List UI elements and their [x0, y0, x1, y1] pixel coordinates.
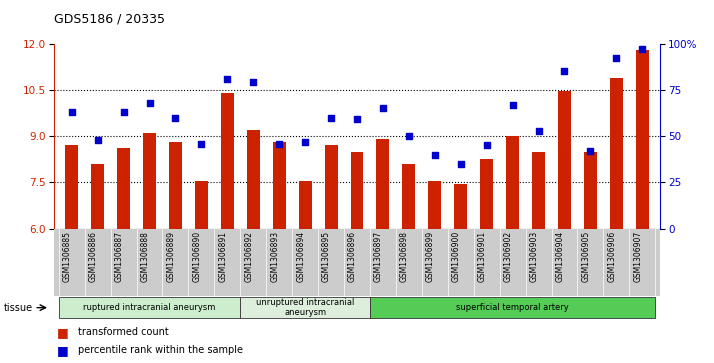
Point [455, 161, 466, 167]
FancyBboxPatch shape [59, 297, 241, 318]
Point [66, 109, 77, 115]
Bar [117, 148, 130, 229]
Point [351, 117, 363, 122]
Bar [376, 139, 389, 229]
FancyBboxPatch shape [241, 297, 370, 318]
Text: unruptured intracranial
aneurysm: unruptured intracranial aneurysm [256, 298, 354, 317]
Text: GSM1306907: GSM1306907 [633, 231, 643, 282]
Text: percentile rank within the sample: percentile rank within the sample [78, 345, 243, 355]
Text: GSM1306902: GSM1306902 [503, 231, 513, 282]
Text: GSM1306897: GSM1306897 [374, 231, 383, 282]
Text: GDS5186 / 20335: GDS5186 / 20335 [54, 12, 164, 25]
Bar [143, 133, 156, 229]
Bar [558, 91, 571, 229]
Text: GSM1306903: GSM1306903 [530, 231, 538, 282]
Text: GSM1306885: GSM1306885 [63, 231, 71, 282]
Point [481, 143, 493, 148]
Point [585, 148, 596, 154]
Text: GSM1306905: GSM1306905 [581, 231, 590, 282]
Point [118, 109, 129, 115]
Point [196, 140, 207, 146]
Point [610, 56, 622, 61]
Text: superficial temporal artery: superficial temporal artery [456, 303, 569, 312]
Point [507, 102, 518, 107]
Text: ruptured intracranial aneurysm: ruptured intracranial aneurysm [84, 303, 216, 312]
Bar [403, 164, 416, 229]
Bar [169, 142, 182, 229]
Bar [481, 159, 493, 229]
Bar [428, 181, 441, 229]
Point [92, 137, 104, 143]
Text: GSM1306894: GSM1306894 [296, 231, 305, 282]
Point [144, 100, 155, 106]
Text: GSM1306898: GSM1306898 [400, 231, 409, 282]
Text: GSM1306896: GSM1306896 [348, 231, 357, 282]
Text: ■: ■ [56, 326, 69, 339]
Point [273, 140, 285, 146]
Text: GSM1306904: GSM1306904 [555, 231, 565, 282]
Text: GSM1306892: GSM1306892 [244, 231, 253, 282]
Text: ■: ■ [56, 344, 69, 357]
Text: GSM1306906: GSM1306906 [608, 231, 616, 282]
Text: GSM1306886: GSM1306886 [89, 231, 98, 282]
Bar [247, 130, 260, 229]
Bar [65, 146, 79, 229]
Bar [298, 181, 311, 229]
Bar [195, 181, 208, 229]
Bar [351, 152, 363, 229]
Text: GSM1306900: GSM1306900 [452, 231, 461, 282]
Point [326, 115, 337, 121]
Bar [454, 184, 467, 229]
Text: GSM1306895: GSM1306895 [322, 231, 331, 282]
Text: GSM1306888: GSM1306888 [141, 231, 149, 282]
Point [559, 69, 570, 74]
Bar [532, 152, 545, 229]
Bar [506, 136, 519, 229]
Text: GSM1306901: GSM1306901 [478, 231, 487, 282]
Point [403, 133, 415, 139]
Point [429, 152, 441, 158]
Text: GSM1306893: GSM1306893 [270, 231, 279, 282]
Point [377, 105, 388, 111]
Bar [221, 93, 233, 229]
Bar [91, 164, 104, 229]
Point [533, 128, 544, 134]
Point [221, 76, 233, 82]
Point [170, 115, 181, 121]
Bar [273, 142, 286, 229]
FancyBboxPatch shape [370, 297, 655, 318]
Text: GSM1306887: GSM1306887 [114, 231, 124, 282]
Text: GSM1306899: GSM1306899 [426, 231, 435, 282]
Point [299, 139, 311, 144]
Text: GSM1306891: GSM1306891 [218, 231, 227, 282]
Point [637, 46, 648, 52]
Text: transformed count: transformed count [78, 327, 169, 337]
Bar [610, 77, 623, 229]
Point [248, 79, 259, 85]
Text: GSM1306889: GSM1306889 [166, 231, 176, 282]
Bar [635, 50, 649, 229]
Text: GSM1306890: GSM1306890 [192, 231, 201, 282]
Bar [325, 146, 338, 229]
Text: tissue: tissue [4, 303, 33, 313]
Bar [584, 152, 597, 229]
